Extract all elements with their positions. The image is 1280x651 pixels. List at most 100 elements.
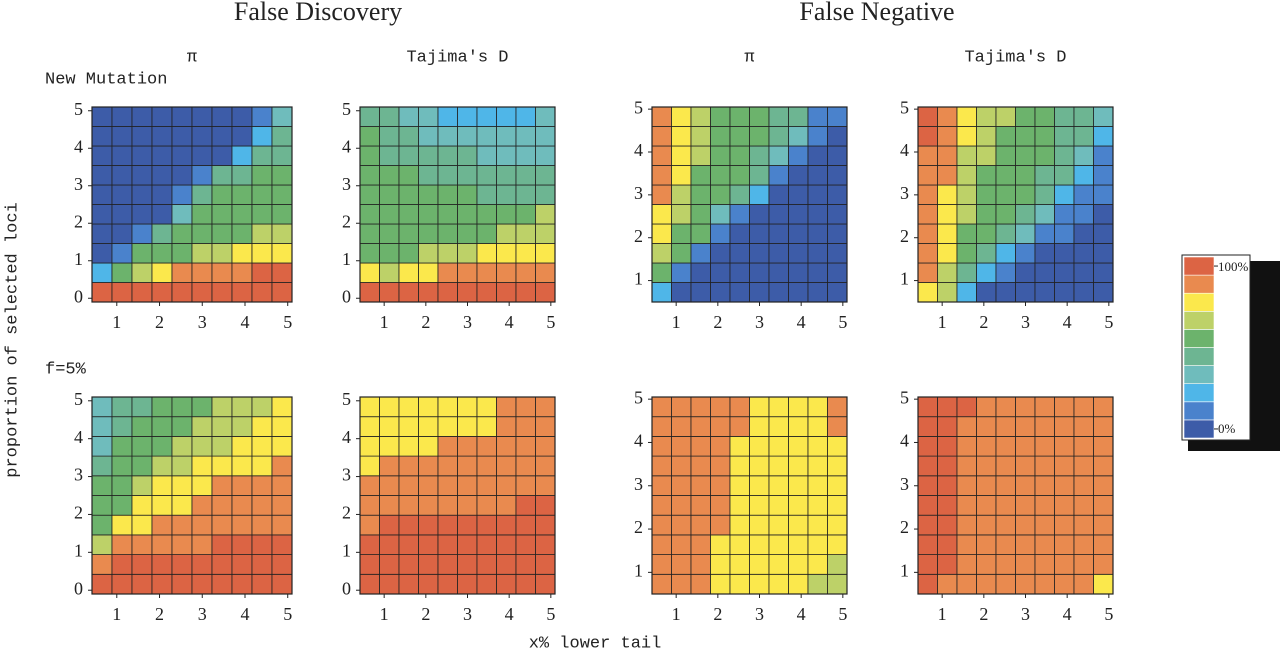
- x-tick-label: 1: [380, 604, 389, 624]
- heatmap-cell: [651, 396, 672, 418]
- heatmap-cell: [476, 106, 497, 127]
- heatmap-cell: [476, 282, 497, 303]
- heatmap-cell: [191, 106, 213, 127]
- heatmap-cell: [535, 126, 556, 147]
- heatmap-cell: [807, 223, 828, 244]
- y-tick-label: 1: [634, 560, 643, 580]
- heatmap-cell: [476, 554, 497, 575]
- heatmap-cell: [749, 495, 770, 516]
- heatmap-cell: [398, 416, 419, 437]
- x-tick-label: 5: [838, 604, 847, 624]
- heatmap-cell: [515, 282, 536, 303]
- heatmap-cell: [457, 243, 478, 264]
- heatmap-cell: [231, 495, 253, 516]
- y-tick-label: 3: [74, 174, 83, 194]
- heatmap-cell: [476, 204, 497, 225]
- heatmap-cell: [788, 455, 809, 477]
- heatmap-cell: [191, 396, 213, 418]
- legend-swatch: [1183, 292, 1215, 312]
- heatmap-cell: [131, 475, 153, 496]
- heatmap-cell: [710, 184, 731, 205]
- heatmap-cell: [937, 534, 958, 556]
- heatmap-cell: [457, 475, 478, 496]
- heatmap-cell: [956, 282, 977, 303]
- heatmap-cell: [788, 223, 809, 244]
- heatmap-cell: [1073, 396, 1094, 418]
- legend-swatch: [1183, 256, 1215, 276]
- heatmap-cell: [788, 126, 809, 147]
- y-tick-label: 5: [74, 389, 83, 409]
- x-tick-label: 5: [1104, 604, 1113, 624]
- heatmap-cell: [171, 435, 193, 457]
- heatmap-cell: [91, 495, 113, 516]
- heatmap-cell: [651, 262, 672, 283]
- heatmap-cell: [151, 243, 173, 264]
- heatmap-cell: [437, 106, 458, 127]
- heatmap-cell: [271, 573, 293, 595]
- heatmap-cell: [457, 106, 478, 127]
- heatmap-cell: [151, 495, 173, 516]
- heatmap-cell: [111, 495, 133, 516]
- heatmap-cell: [111, 554, 133, 575]
- heatmap-cell: [729, 514, 750, 536]
- x-tick-label: 2: [979, 604, 988, 624]
- heatmap-cell: [191, 126, 213, 147]
- heatmap-cell: [1054, 184, 1075, 205]
- x-tick-label: 2: [713, 312, 722, 332]
- heatmap-cell: [437, 495, 458, 516]
- heatmap-cell: [749, 126, 770, 147]
- heatmap-cell: [827, 243, 848, 264]
- heatmap-cell: [937, 145, 958, 166]
- heatmap-cell: [768, 396, 789, 418]
- y-tick-label: 4: [342, 427, 351, 447]
- heatmap-cell: [535, 514, 556, 536]
- heatmap-cell: [191, 573, 213, 595]
- heatmap-cell: [398, 554, 419, 575]
- heatmap-cell: [359, 262, 380, 283]
- heatmap-cell: [476, 435, 497, 457]
- heatmap-cell: [917, 204, 938, 225]
- heatmap-cell: [91, 554, 113, 575]
- legend-swatch: [1183, 274, 1215, 294]
- heatmap-cell: [111, 282, 133, 303]
- heatmap-cell: [917, 416, 938, 437]
- heatmap-cell: [1015, 435, 1036, 457]
- heatmap-cell: [171, 396, 193, 418]
- heatmap-cell: [690, 165, 711, 186]
- heatmap-cell: [91, 165, 113, 186]
- heatmap-cell: [956, 243, 977, 264]
- heatmap-cell: [359, 204, 380, 225]
- heatmap-cell: [690, 573, 711, 595]
- heatmap-cell: [671, 396, 692, 418]
- heatmap-cell: [976, 223, 997, 244]
- heatmap-cell: [917, 435, 938, 457]
- heatmap-cell: [191, 495, 213, 516]
- heatmap-cell: [1073, 573, 1094, 595]
- heatmap-cell: [535, 534, 556, 556]
- heatmap-cell: [171, 204, 193, 225]
- heatmap-cell: [917, 514, 938, 536]
- heatmap-cell: [398, 282, 419, 303]
- heatmap-cell: [1015, 282, 1036, 303]
- heatmap-cell: [729, 262, 750, 283]
- heatmap-cell: [251, 554, 273, 575]
- heatmap-cell: [191, 416, 213, 437]
- heatmap-cell: [937, 165, 958, 186]
- heatmap-cell: [535, 106, 556, 127]
- heatmap-cell: [1054, 223, 1075, 244]
- heatmap-cell: [671, 106, 692, 127]
- heatmap-cell: [418, 495, 439, 516]
- heatmap-cell: [1015, 126, 1036, 147]
- heatmap-cell: [418, 514, 439, 536]
- heatmap-cell: [651, 514, 672, 536]
- heatmap-cell: [768, 145, 789, 166]
- heatmap-cell: [917, 534, 938, 556]
- heatmap-cell: [956, 204, 977, 225]
- heatmap-cell: [1093, 554, 1114, 575]
- group-title: False Negative: [799, 0, 954, 26]
- heatmap-cell: [379, 534, 400, 556]
- x-tick-label: 5: [283, 604, 292, 624]
- x-tick-label: 3: [463, 312, 472, 332]
- heatmap-cell: [457, 145, 478, 166]
- heatmap-cell: [1054, 145, 1075, 166]
